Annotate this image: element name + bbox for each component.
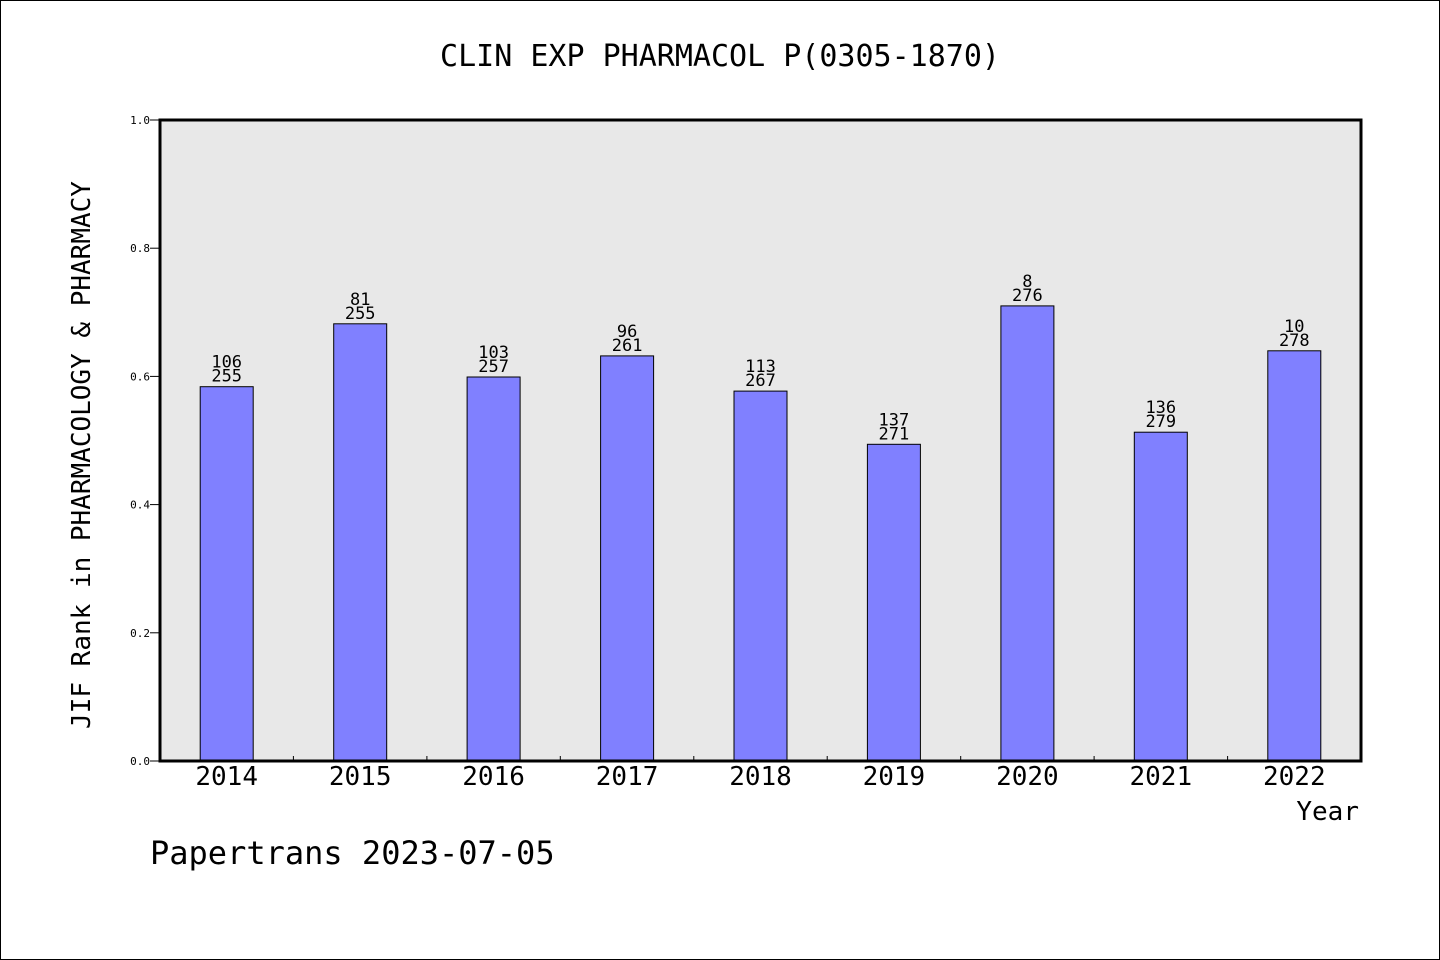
x-tick-label: 2014: [195, 762, 258, 792]
bar-total-label: 278: [1279, 331, 1310, 351]
bar-2015: [333, 323, 388, 762]
x-tick-label: 2017: [596, 762, 659, 792]
bar-2021: [1133, 431, 1188, 762]
bar-labels: 1062558125510325796261113267137271827613…: [211, 272, 1309, 444]
y-tick-label: 0.6: [130, 370, 150, 383]
bar-2018: [733, 390, 788, 762]
bar-2016: [466, 376, 521, 762]
bar-total-label: 279: [1145, 412, 1176, 432]
bar-rank-label: 106: [211, 353, 242, 373]
x-tick-label: 2020: [996, 762, 1059, 792]
y-axis: 0.0 0.2 0.4 0.6 0.8 1.0: [130, 114, 160, 768]
bar-2014: [199, 386, 254, 762]
x-tick-label: 2021: [1129, 762, 1192, 792]
bar-rank-label: 96: [617, 322, 637, 342]
chart-title: CLIN EXP PHARMACOL P(0305-1870): [440, 39, 1000, 74]
bar-2020: [1000, 305, 1055, 762]
bar-rank-label: 81: [350, 290, 370, 310]
bar-rank-label: 103: [478, 343, 509, 363]
bar-2019: [866, 443, 921, 762]
bar-total-label: 271: [879, 424, 910, 444]
bar-total-label: 257: [478, 357, 509, 377]
x-axis-label: Year: [1296, 797, 1359, 827]
bar-series: [199, 305, 1322, 762]
bar-total-label: 255: [345, 304, 376, 324]
y-tick-label: 0.2: [130, 627, 150, 640]
x-tick-label: 2022: [1263, 762, 1326, 792]
y-tick-label: 0.4: [130, 499, 150, 512]
x-axis: 2014 2015 2016 2017 2018 2019 2020 2021 2022: [195, 756, 1326, 792]
x-tick-label: 2015: [329, 762, 392, 792]
x-tick-label: 2019: [863, 762, 926, 792]
y-tick-label: 1.0: [130, 114, 150, 127]
footer-credit: Papertrans 2023-07-05: [150, 834, 555, 872]
bar-total-label: 261: [612, 336, 643, 356]
bar-rank-label: 8: [1022, 272, 1032, 292]
bar-rank-label: 137: [879, 410, 910, 430]
bar-2022: [1267, 350, 1322, 762]
bar-total-label: 255: [211, 367, 242, 387]
plot-border: [158, 118, 1363, 763]
bar-rank-label: 113: [745, 357, 776, 377]
bar-total-label: 267: [745, 371, 776, 391]
bar-rank-label: 136: [1145, 398, 1176, 418]
x-tick-label: 2016: [462, 762, 525, 792]
x-tick-label: 2018: [729, 762, 792, 792]
bar-rank-label: 10: [1284, 317, 1304, 337]
bar-total-label: 276: [1012, 286, 1043, 306]
bar-2017: [600, 355, 655, 762]
y-tick-label: 0.8: [130, 242, 150, 255]
y-axis-label: JIF Rank in PHARMACOLOGY & PHARMACY: [67, 181, 97, 729]
y-tick-label: 0.0: [130, 755, 150, 768]
